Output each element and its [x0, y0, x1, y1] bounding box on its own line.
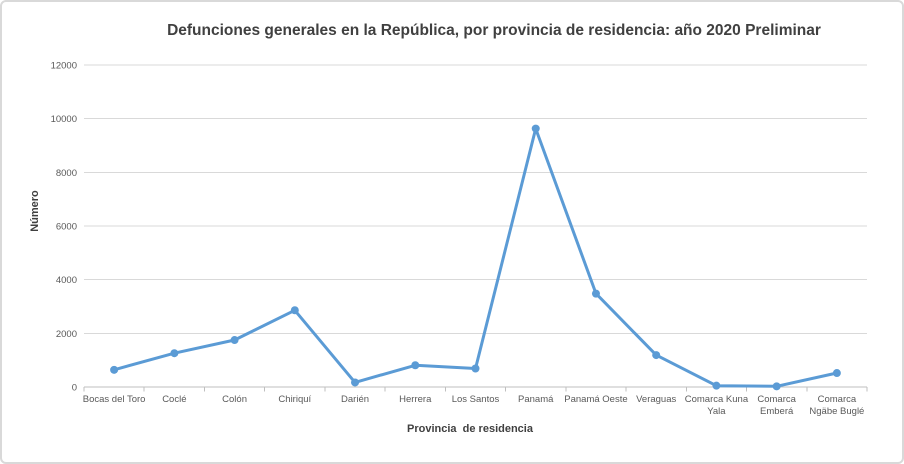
x-category-label: Panamá Oeste: [564, 394, 627, 405]
x-axis-title: Provincia de residencia: [407, 423, 533, 435]
y-axis-tick-label: 0: [72, 383, 77, 394]
x-category-label: Comarca: [818, 394, 857, 405]
data-point: [351, 378, 360, 387]
x-category-label: Bocas del Toro: [83, 394, 146, 405]
data-point: [652, 351, 661, 360]
x-category-label: Veraguas: [636, 394, 676, 405]
x-category-label: Herrera: [399, 394, 432, 405]
x-category-label: Emberá: [760, 406, 794, 417]
x-category-label: Panamá: [518, 394, 554, 405]
x-category-label: Darién: [341, 394, 369, 405]
data-point: [230, 336, 239, 345]
data-point: [531, 124, 540, 133]
x-category-label: Chiriquí: [278, 394, 311, 405]
data-point: [290, 306, 299, 315]
data-point: [832, 369, 841, 378]
data-point: [411, 361, 420, 370]
data-point: [772, 382, 781, 391]
y-axis-tick-label: 2000: [56, 329, 77, 340]
x-category-label: Comarca: [757, 394, 796, 405]
chart-title: Defunciones generales en la República, p…: [167, 22, 821, 39]
data-point: [471, 364, 480, 373]
y-axis-tick-label: 12000: [51, 61, 77, 72]
x-category-label: Ngäbe Buglé: [809, 406, 864, 417]
x-category-label: Los Santos: [452, 394, 500, 405]
data-point: [170, 349, 179, 358]
y-axis-tick-label: 4000: [56, 275, 77, 286]
x-category-label: Coclé: [162, 394, 186, 405]
data-point: [110, 365, 119, 374]
y-axis-tick-label: 8000: [56, 168, 77, 179]
x-category-label: Yala: [707, 406, 726, 417]
x-category-label: Colón: [222, 394, 247, 405]
y-axis-tick-label: 10000: [51, 114, 77, 125]
series-line: [112, 127, 839, 388]
data-point: [712, 381, 721, 390]
x-category-label: Comarca Kuna: [685, 394, 749, 405]
y-axis-tick-label: 6000: [56, 222, 77, 233]
data-point: [591, 289, 600, 298]
